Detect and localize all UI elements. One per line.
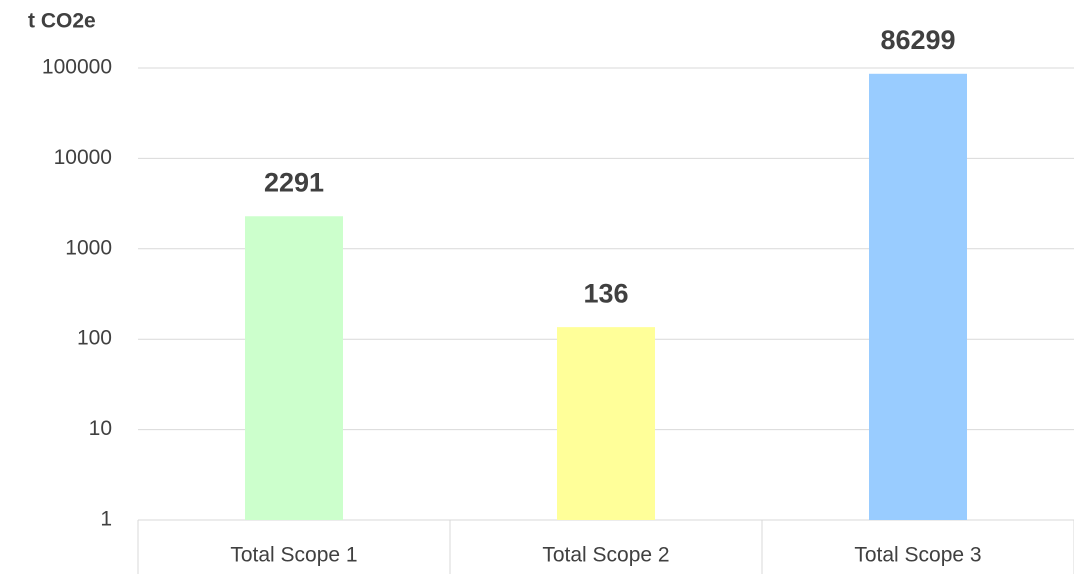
x-tick-label: Total Scope 1 (230, 544, 357, 567)
data-label: 2291 (264, 167, 324, 197)
y-axis-title: t CO2e (28, 10, 96, 33)
y-tick-label: 100 (77, 327, 112, 350)
y-tick-label: 10000 (54, 146, 112, 169)
bar (557, 327, 655, 520)
bar (869, 73, 967, 520)
y-tick-label: 100000 (42, 56, 112, 79)
data-label: 86299 (880, 25, 955, 55)
x-tick-label: Total Scope 2 (542, 544, 669, 567)
x-tick-label: Total Scope 3 (854, 544, 981, 567)
y-tick-label: 1000 (65, 236, 112, 259)
y-tick-label: 10 (89, 417, 112, 440)
bar (245, 216, 343, 521)
y-tick-label: 1 (100, 508, 112, 531)
data-label: 136 (583, 278, 628, 308)
